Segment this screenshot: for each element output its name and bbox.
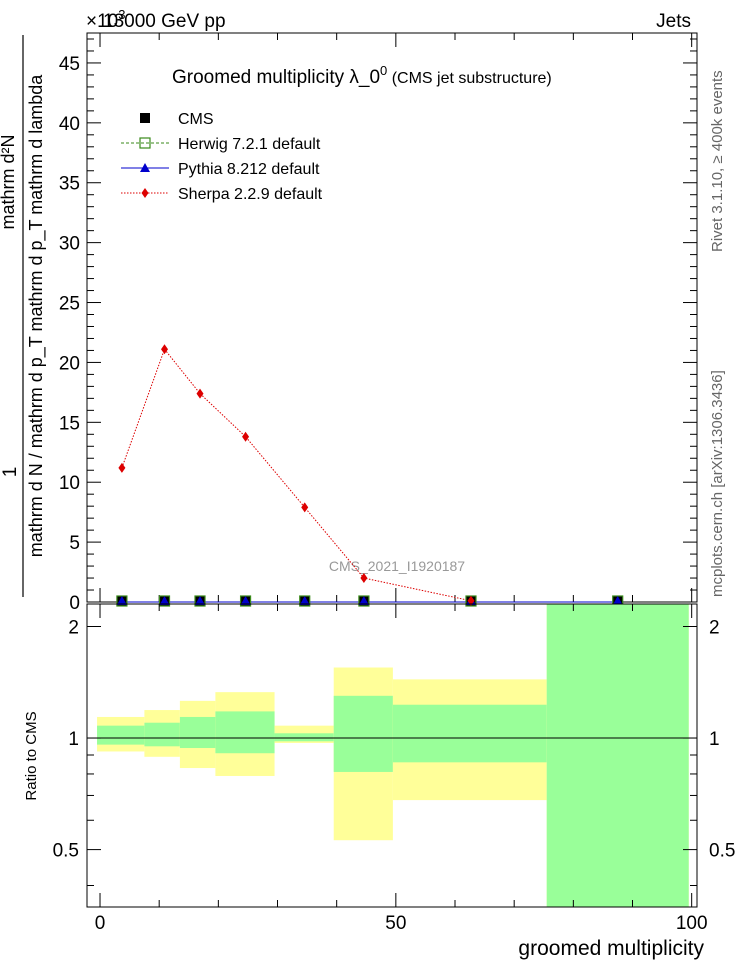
data-point	[116, 596, 127, 605]
main-y-tick-label: 10	[59, 473, 80, 494]
ratio-y-tick-label-right: 0.5	[709, 841, 735, 862]
legend-marker	[140, 113, 150, 123]
main-y-axis: 0 5 10 15 20 25 30 35 40 45	[59, 38, 697, 614]
ratio-y-tick-label-right: 1	[709, 729, 720, 750]
legend-entry: CMS	[178, 111, 214, 128]
ratio-x-axis: 0 50 100	[95, 604, 708, 934]
x-axis-label: groomed multiplicity	[518, 937, 704, 960]
data-point	[299, 596, 310, 605]
data-point	[159, 596, 170, 605]
ratio-inner-band	[179, 716, 216, 749]
main-y-label: 1 mathrm d N / mathrm d p_T mathrm d p_T…	[0, 35, 47, 597]
legend-marker	[141, 188, 149, 198]
ratio-bands	[97, 604, 689, 907]
data-point	[240, 596, 251, 605]
ratio-inner-band	[144, 722, 180, 747]
main-y-tick-label: 20	[59, 353, 80, 374]
data-point	[118, 462, 126, 473]
y-label-top: mathrm d²N	[0, 134, 18, 229]
legend: CMS Herwig 7.2.1 default Pythia 8.212 defa…	[121, 111, 323, 203]
legend-entry: Herwig 7.2.1 default	[178, 136, 321, 153]
legend-entry: Sherpa 2.2.9 default	[178, 186, 323, 203]
watermark: CMS_2021_I1920187	[329, 558, 465, 574]
legend-marker	[139, 137, 151, 149]
main-y-tick-label: 25	[59, 294, 80, 315]
data-point	[467, 595, 475, 606]
process-label: Jets	[656, 11, 691, 32]
main-y-tick-label: 35	[59, 174, 80, 195]
ratio-y-tick-label: 2	[68, 617, 79, 638]
main-y-tick-label: 45	[59, 54, 80, 75]
ratio-inner-band	[392, 704, 547, 763]
rivet-label: Rivet 3.1.10, ≥ 400k events	[709, 70, 726, 252]
data-point	[360, 573, 368, 584]
data-point	[195, 596, 206, 605]
x-tick-label: 50	[385, 913, 406, 934]
data-point	[196, 388, 204, 399]
data-point	[242, 431, 250, 442]
ratio-y-axis: 0.5 0.5 1 1 2 2	[53, 617, 735, 887]
x-tick-label: 0	[95, 913, 106, 934]
main-y-tick-label: 15	[59, 413, 80, 434]
main-y-tick-label: 40	[59, 114, 80, 135]
ratio-inner-band	[333, 695, 393, 772]
series-markers	[116, 344, 624, 607]
main-x-ticks	[99, 33, 693, 602]
ratio-inner-band	[274, 733, 334, 742]
legend-entry: Pythia 8.212 default	[178, 161, 320, 178]
main-y-tick-label: 0	[69, 593, 80, 614]
plot-title: Groomed multiplicity λ_00 (CMS jet subst…	[172, 63, 552, 88]
ratio-y-tick-label-right: 2	[709, 617, 720, 638]
mcplots-label: mcplots.cern.ch [arXiv:1306.3436]	[709, 370, 726, 597]
data-point	[612, 596, 623, 605]
data-point	[161, 344, 169, 355]
main-y-tick-label: 30	[59, 234, 80, 255]
main-y-tick-label: 5	[69, 533, 80, 554]
data-point	[358, 596, 369, 605]
ratio-inner-band	[546, 604, 689, 907]
ratio-y-label: Ratio to CMS	[23, 711, 40, 800]
x-tick-label: 100	[676, 913, 708, 934]
y-label-numerator: 1	[0, 467, 21, 478]
y-label-denominator: mathrm d N / mathrm d p_T mathrm d p_T m…	[26, 74, 47, 557]
ratio-panel: 0.5 0.5 1 1 2 2 0 50 100 Ratio to CMS groomed m…	[23, 603, 735, 960]
legend-marker	[140, 163, 150, 172]
beam-label: 13000 GeV pp	[103, 11, 226, 32]
ratio-inner-band	[97, 725, 145, 745]
exponent-label: ×103	[86, 7, 125, 32]
ratio-y-tick-label: 0.5	[53, 841, 79, 862]
data-point	[301, 502, 309, 513]
ratio-inner-band	[215, 711, 275, 754]
ratio-y-tick-label: 1	[68, 729, 79, 750]
main-panel: 0 5 10 15 20 25 30 35 40 45 CMS_2021_I1920187 Gro…	[59, 32, 698, 614]
